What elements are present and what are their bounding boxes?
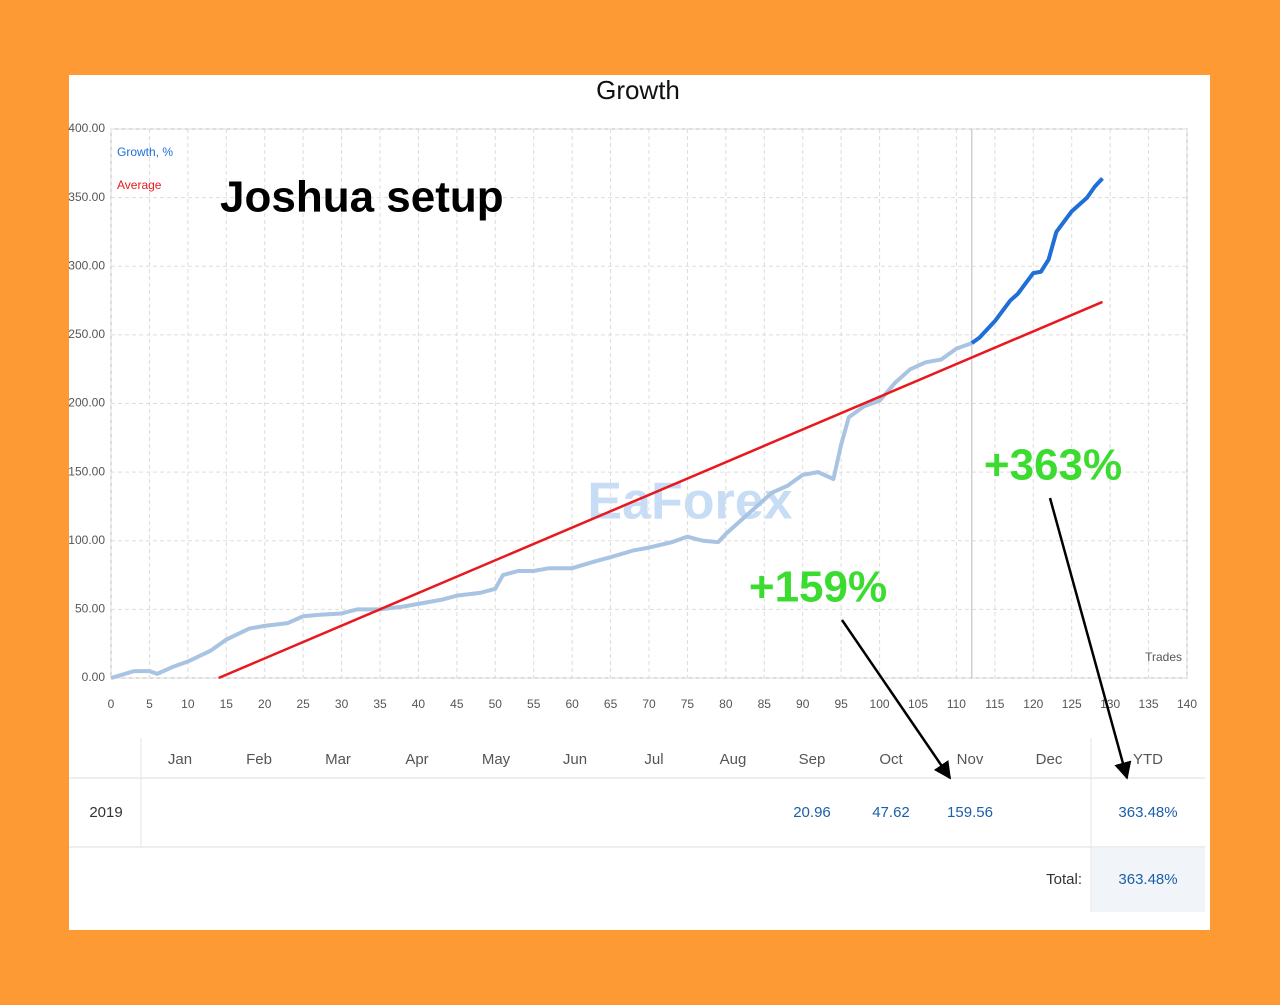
watermark: EaForex	[587, 473, 792, 531]
month-header: Jul	[644, 751, 663, 768]
x-tick-label: 35	[373, 697, 387, 711]
x-tick-label: 15	[220, 697, 234, 711]
plot: 0.00 50.00 100.00 150.00 200.00 250.00 300.00 3…	[68, 121, 1197, 711]
x-tick-label: 95	[834, 697, 848, 711]
month-header: Dec	[1036, 751, 1063, 768]
x-tick-label: 140	[1177, 697, 1197, 711]
month-header: May	[482, 751, 511, 768]
month-header: Feb	[246, 751, 272, 768]
month-header: Aug	[720, 751, 747, 768]
month-header: Mar	[325, 751, 351, 768]
y-tick-label: 400.00	[68, 121, 105, 135]
x-tick-label: 80	[719, 697, 733, 711]
x-tick-label: 130	[1100, 697, 1120, 711]
y-tick-label: 50.00	[75, 602, 105, 616]
x-tick-label: 25	[296, 697, 310, 711]
y-tick-label: 150.00	[68, 464, 105, 478]
line	[970, 177, 1104, 345]
y-tick-label: 250.00	[68, 327, 105, 341]
x-tick-label: 0	[108, 697, 115, 711]
line	[218, 300, 1103, 680]
total-cell-bg	[1092, 848, 1205, 912]
y-tick-label: 100.00	[68, 533, 105, 547]
ytd-value: 363.48%	[1118, 804, 1177, 821]
y-tick-label: 200.00	[68, 396, 105, 410]
year-cell: 2019	[89, 804, 122, 821]
x-tick-label: 135	[1139, 697, 1159, 711]
month-header: Nov	[957, 751, 984, 768]
setup-label: Joshua setup	[220, 173, 504, 222]
total-label: Total:	[1046, 871, 1082, 888]
x-tick-label: 75	[681, 697, 695, 711]
x-tick-label: 45	[450, 697, 464, 711]
x-tick-label: 110	[947, 697, 966, 711]
legend-entry: Average	[117, 178, 162, 192]
x-tick-label: 40	[412, 697, 426, 711]
month-header: Oct	[879, 751, 903, 768]
x-tick-label: 30	[335, 697, 349, 711]
line	[110, 341, 973, 680]
month-header: Jan	[168, 751, 192, 768]
chart-title: Growth	[596, 75, 680, 105]
arrow	[840, 619, 952, 780]
x-tick-label: 50	[489, 697, 503, 711]
x-axis-label: Trades	[1145, 650, 1182, 664]
gain-label: +363%	[984, 441, 1122, 490]
month-value: 47.62	[872, 804, 910, 821]
arrow	[1048, 497, 1132, 780]
month-value: 20.96	[793, 804, 831, 821]
x-tick-label: 70	[642, 697, 656, 711]
month-header: Jun	[563, 751, 587, 768]
y-tick-label: 300.00	[68, 258, 105, 272]
x-tick-label: 65	[604, 697, 618, 711]
panel	[69, 75, 1210, 930]
total-value: 363.48%	[1118, 871, 1177, 888]
x-tick-label: 10	[181, 697, 195, 711]
month-header: Sep	[799, 751, 826, 768]
month-value: 159.56	[947, 804, 993, 821]
month-header: Apr	[405, 751, 428, 768]
x-tick-label: 85	[758, 697, 772, 711]
x-tick-label: 100	[870, 697, 890, 711]
x-tick-label: 20	[258, 697, 272, 711]
x-tick-label: 125	[1062, 697, 1082, 711]
x-tick-label: 105	[908, 697, 928, 711]
x-tick-label: 5	[146, 697, 153, 711]
x-tick-label: 55	[527, 697, 541, 711]
x-tick-label: 90	[796, 697, 810, 711]
x-tick-label: 115	[985, 697, 1004, 711]
legend-entry: Growth, %	[117, 145, 173, 159]
y-tick-label: 350.00	[68, 190, 105, 204]
x-tick-label: 60	[565, 697, 579, 711]
ytd-header: YTD	[1133, 751, 1163, 768]
gain-label: +159%	[749, 563, 887, 612]
y-tick-label: 0.00	[82, 670, 106, 684]
x-tick-label: 120	[1023, 697, 1043, 711]
